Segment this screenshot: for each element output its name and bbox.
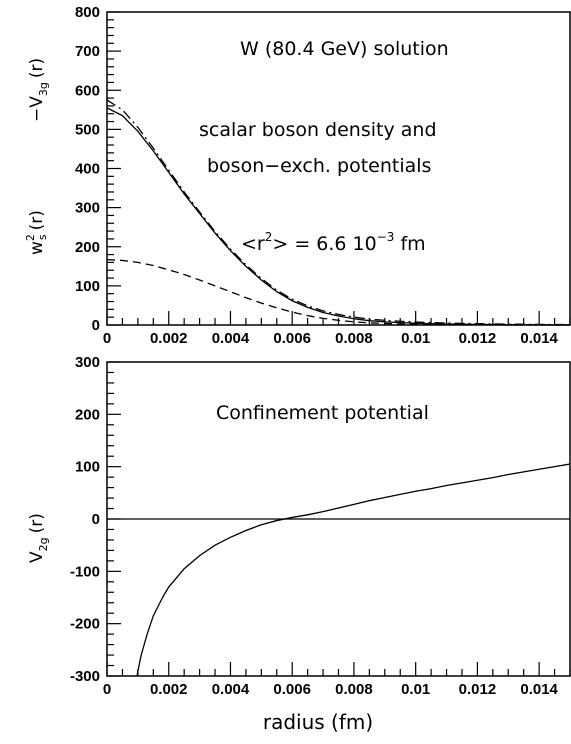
top-y-tick-label: 800 [75, 4, 100, 21]
top-y-tick-label: 400 [75, 161, 100, 178]
bottom-x-tick-label: 0 [103, 681, 111, 698]
top-tick-labels: 0 0.002 0.004 0.006 0.008 0.01 0.012 0.014 0 100 2… [75, 4, 559, 347]
top-ylabel-right: −V3g (r) [27, 58, 50, 122]
bottom-series-group [107, 463, 571, 677]
formula-post: fm [394, 233, 425, 255]
ylabel-v3g-arg: (r) [27, 58, 47, 78]
bottom-x-tick-label: 0.002 [150, 681, 188, 698]
bottom-x-tick-label: 0.014 [520, 681, 558, 698]
bottom-chart-panel: 0 0.002 0.004 0.006 0.008 0.01 0.012 0.014 -300 -… [27, 354, 571, 734]
bottom-y-tick-label: -300 [70, 668, 100, 685]
bottom-x-tick-label: 0.006 [273, 681, 311, 698]
bottom-y-tick-label: 200 [75, 406, 100, 423]
top-y-tick-label: 600 [75, 82, 100, 99]
ylabel-v2g: V [27, 551, 47, 563]
top-ylabel-left: w2s (r) [24, 210, 49, 255]
ylabel-v3g-sub: 3g [37, 82, 50, 96]
bottom-y-tick-label: 300 [75, 354, 100, 371]
top-y-tick-label: 300 [75, 200, 100, 217]
top-y-tick-label: 700 [75, 43, 100, 60]
top-x-tick-label: 0 [103, 330, 111, 347]
top-y-tick-label: 0 [92, 317, 100, 334]
top-formula: <r2> = 6.6 10−3 fm [241, 230, 426, 255]
ylabel-v2g-arg: (r) [27, 513, 47, 533]
top-x-tick-label: 0.002 [150, 330, 188, 347]
ylabel-w-sup: 2 [24, 234, 37, 241]
top-x-tick-label: 0.014 [520, 330, 558, 347]
bottom-y-tick-label: 0 [92, 511, 100, 528]
formula-exp: −3 [377, 230, 395, 244]
ylabel-w-sub: s [36, 234, 49, 240]
bottom-annotation: Confinement potential [216, 402, 429, 424]
top-axis-ticks [106, 11, 571, 326]
ylabel-v2g-sub: 2g [37, 537, 50, 551]
x-axis-label: radius (fm) [263, 710, 373, 734]
top-x-tick-label: 0.01 [401, 330, 430, 347]
top-y-tick-label: 500 [75, 121, 100, 138]
bottom-y-tick-label: 100 [75, 459, 100, 476]
top-y-tick-label: 200 [75, 239, 100, 256]
bottom-series-solid-line [136, 463, 571, 677]
top-y-tick-label: 100 [75, 278, 100, 295]
bottom-axis-ticks [106, 361, 571, 677]
bottom-x-tick-label: 0.008 [335, 681, 373, 698]
formula-sup: 2 [265, 230, 273, 244]
top-series-dash-dot-line [106, 99, 571, 326]
bottom-tick-labels: 0 0.002 0.004 0.006 0.008 0.01 0.012 0.014 -300 -… [70, 354, 559, 698]
top-series-dashed-line [106, 259, 571, 326]
top-annotation-line1: scalar boson density and [199, 119, 437, 141]
bottom-y-tick-label: -100 [70, 563, 100, 580]
top-chart-panel: 0 0.002 0.004 0.006 0.008 0.01 0.012 0.014 0 100 2… [24, 4, 571, 347]
top-x-tick-label: 0.008 [335, 330, 373, 347]
formula-mid: > = 6.6 10 [272, 233, 376, 255]
ylabel-w-arg: (r) [27, 210, 47, 230]
bottom-x-tick-label: 0.01 [401, 681, 430, 698]
top-x-tick-label: 0.006 [273, 330, 311, 347]
top-x-tick-label: 0.012 [459, 330, 497, 347]
bottom-ylabel: V2g (r) [27, 513, 50, 563]
top-x-tick-label: 0.004 [212, 330, 250, 347]
ylabel-v3g: −V [27, 96, 47, 122]
top-annotation-line2: boson−exch. potentials [207, 155, 431, 177]
top-series-group [106, 99, 571, 326]
top-annotation-title: W (80.4 GeV) solution [240, 38, 449, 60]
ylabel-w: w [27, 241, 47, 255]
bottom-x-tick-label: 0.004 [212, 681, 250, 698]
bottom-x-tick-label: 0.012 [459, 681, 497, 698]
bottom-y-tick-label: -200 [70, 616, 100, 633]
formula-pre: <r [241, 233, 265, 255]
top-series-solid-line [106, 107, 571, 326]
